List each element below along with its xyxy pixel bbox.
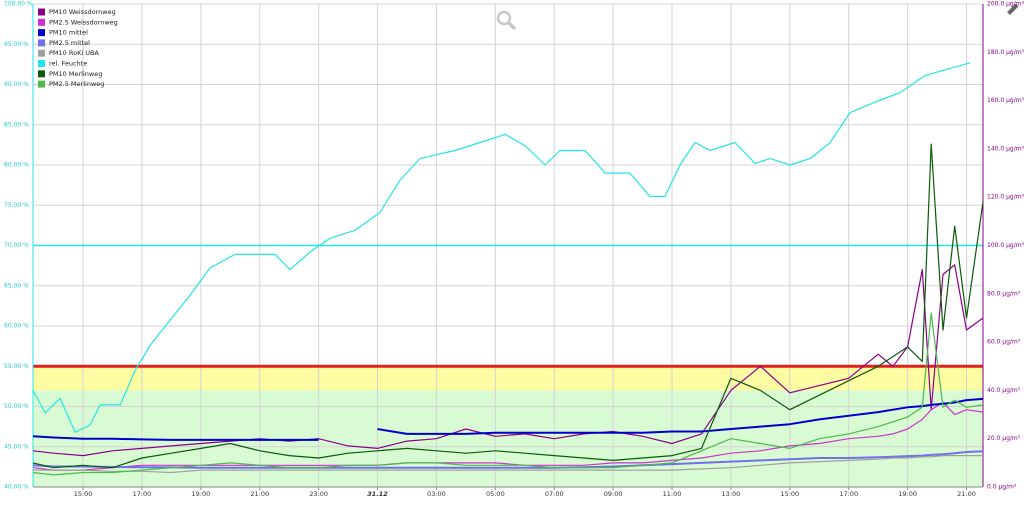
y-tick-label: 85.00 % xyxy=(4,121,29,128)
x-tick-label: 19:00 xyxy=(898,490,917,498)
y-tick-label: 65.00 % xyxy=(4,282,29,289)
x-tick-label: 23:00 xyxy=(309,490,328,498)
x-tick-label: 07:00 xyxy=(545,490,564,498)
y2-tick-label: 60.0 µg/m³ xyxy=(987,339,1021,346)
y-tick-label: 90.00 % xyxy=(4,81,29,88)
y2-tick-label: 180.0 µg/m³ xyxy=(987,49,1024,56)
zoom-handle xyxy=(506,20,517,31)
legend-label: PM2.5 Weissdornweg xyxy=(49,18,118,26)
legend-label: PM2.5 mittel xyxy=(49,39,90,47)
legend-swatch xyxy=(38,80,45,88)
legend-label: rel. Feuchte xyxy=(49,60,87,68)
legend-swatch xyxy=(38,49,45,57)
threshold-band xyxy=(33,366,983,391)
series-line xyxy=(32,312,984,476)
x-tick-label: 05:00 xyxy=(486,490,505,498)
x-tick-label: 31.12 xyxy=(367,490,388,498)
x-tick-label: 09:00 xyxy=(604,490,623,498)
x-tick-label: 15:00 xyxy=(74,490,93,498)
series-line xyxy=(32,397,984,441)
x-tick-label: 03:00 xyxy=(427,490,446,498)
legend-swatch xyxy=(38,70,45,78)
x-tick-label: 21:00 xyxy=(957,490,976,498)
legend-swatch xyxy=(38,60,45,67)
x-tick-label: 13:00 xyxy=(722,490,741,498)
y2-tick-label: 160.0 µg/m³ xyxy=(987,97,1024,104)
x-tick-label: 17:00 xyxy=(133,490,152,498)
series-line xyxy=(33,455,983,474)
y2-tick-label: 140.0 µg/m³ xyxy=(987,145,1024,152)
pencil xyxy=(1007,3,1019,15)
series-line xyxy=(32,62,971,433)
y2-tick-label: 120.0 µg/m³ xyxy=(987,194,1024,201)
y2-tick-label: 20.0 µg/m³ xyxy=(987,435,1021,442)
legend-label: PM10 RoKi UBA xyxy=(49,49,99,57)
y-tick-label: 100.00 % xyxy=(4,1,33,8)
x-tick-label: 21:00 xyxy=(250,490,269,498)
y2-tick-label: 100.0 µg/m³ xyxy=(987,242,1024,249)
y-tick-label: 80.00 % xyxy=(4,162,29,169)
zoom-icon[interactable] xyxy=(496,10,517,31)
legend: PM10 Weissdornweg PM2.5 Weissdornweg PM10 … xyxy=(38,8,118,88)
y2-tick-label: 0.0 µg/m³ xyxy=(987,484,1017,491)
y2-tick-label: 40.0 µg/m³ xyxy=(987,387,1021,394)
y-tick-label: 45.00 % xyxy=(4,443,29,450)
edit-icon[interactable] xyxy=(1007,3,1019,15)
y2-tick-label: 200.0 µg/m³ xyxy=(987,1,1024,8)
x-tick-label: 11:00 xyxy=(663,490,682,498)
legend-swatch xyxy=(38,29,45,37)
y-tick-label: 55.00 % xyxy=(4,363,29,370)
y-tick-label: 40.00 % xyxy=(4,484,29,491)
x-tick-label: 15:00 xyxy=(780,490,799,498)
series-line xyxy=(32,264,984,457)
legend-label: PM2.5 Merlinweg xyxy=(49,80,104,88)
x-tick-label: 17:00 xyxy=(839,490,858,498)
y-tick-label: 70.00 % xyxy=(4,242,29,249)
legend-swatch xyxy=(38,18,45,26)
series-line xyxy=(32,143,984,469)
x-tick-label: 19:00 xyxy=(191,490,210,498)
y-tick-label: 75.00 % xyxy=(4,202,29,209)
y-tick-label: 50.00 % xyxy=(4,403,29,410)
y2-tick-label: 80.0 µg/m³ xyxy=(987,290,1021,297)
zoom-lens xyxy=(496,10,512,26)
y-tick-label: 95.00 % xyxy=(4,41,29,48)
legend-swatch xyxy=(38,39,45,47)
legend-label: PM10 Weissdornweg xyxy=(49,8,116,16)
legend-swatch xyxy=(38,8,45,16)
y-tick-label: 60.00 % xyxy=(4,323,29,330)
legend-label: PM10 Merlinweg xyxy=(49,70,102,78)
legend-label: PM10 mittel xyxy=(49,29,88,37)
